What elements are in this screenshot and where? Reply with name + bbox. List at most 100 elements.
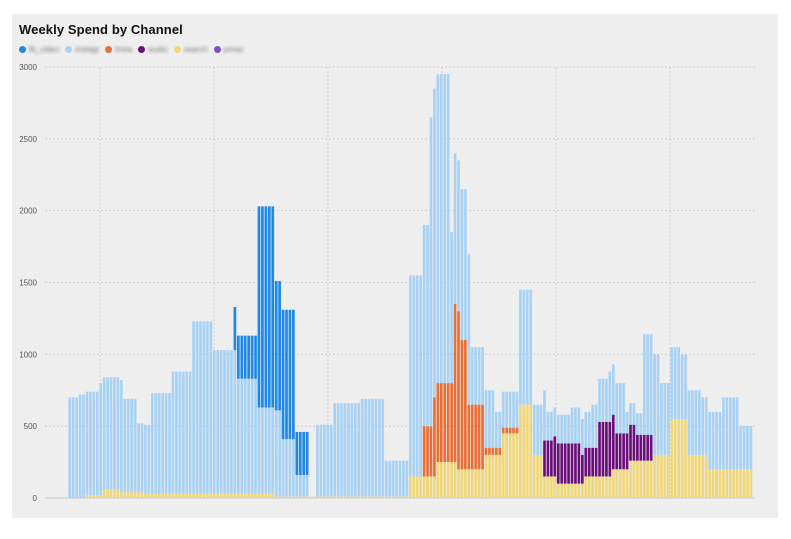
bar-linear[interactable] — [457, 311, 460, 470]
bar-instagram[interactable] — [694, 390, 698, 455]
bar-search[interactable] — [185, 493, 189, 498]
bar-linear[interactable] — [436, 383, 440, 463]
bar-instagram[interactable] — [746, 426, 749, 470]
bar-fb_video[interactable] — [305, 431, 309, 476]
bar-instagram[interactable] — [230, 350, 233, 494]
bar-search[interactable] — [175, 493, 178, 498]
bar-search[interactable] — [598, 476, 601, 498]
bar-search[interactable] — [367, 496, 371, 498]
bar-instagram[interactable] — [570, 407, 574, 444]
bar-search[interactable] — [333, 496, 336, 498]
bar-instagram[interactable] — [151, 393, 154, 494]
bar-search[interactable] — [209, 493, 213, 498]
bar-audio[interactable] — [646, 434, 650, 461]
bar-instagram[interactable] — [237, 378, 240, 494]
bar-instagram[interactable] — [192, 321, 195, 494]
bar-search[interactable] — [298, 496, 302, 498]
bar-search[interactable] — [556, 483, 560, 498]
bar-fb_video[interactable] — [298, 431, 302, 476]
bar-fb_video[interactable] — [247, 335, 250, 379]
bar-search[interactable] — [264, 493, 268, 498]
bar-search[interactable] — [594, 476, 598, 498]
bar-search[interactable] — [364, 496, 367, 498]
bar-search[interactable] — [302, 496, 306, 498]
bar-instagram[interactable] — [102, 377, 106, 490]
bar-instagram[interactable] — [522, 289, 526, 405]
bar-instagram[interactable] — [422, 225, 426, 427]
bar-search[interactable] — [240, 493, 244, 498]
bar-search[interactable] — [230, 493, 233, 498]
bar-audio[interactable] — [543, 440, 546, 477]
bar-instagram[interactable] — [288, 439, 292, 497]
bar-search[interactable] — [670, 418, 674, 498]
bar-audio[interactable] — [570, 443, 574, 484]
bar-search[interactable] — [522, 404, 526, 498]
bar-instagram[interactable] — [378, 398, 381, 497]
bar-search[interactable] — [271, 493, 275, 498]
bar-audio[interactable] — [625, 433, 629, 470]
bar-search[interactable] — [470, 469, 474, 498]
bar-search[interactable] — [161, 493, 164, 498]
bar-search[interactable] — [632, 460, 636, 498]
bar-instagram[interactable] — [728, 397, 732, 470]
bar-instagram[interactable] — [639, 413, 643, 435]
bar-search[interactable] — [140, 492, 144, 498]
bar-search[interactable] — [512, 433, 515, 498]
bar-search[interactable] — [147, 493, 151, 498]
bar-search[interactable] — [223, 493, 226, 498]
bar-instagram[interactable] — [278, 410, 281, 497]
bar-instagram[interactable] — [457, 160, 460, 312]
bar-linear[interactable] — [505, 427, 508, 434]
bar-instagram[interactable] — [261, 407, 264, 494]
bar-search[interactable] — [515, 433, 519, 498]
bar-search[interactable] — [474, 469, 478, 498]
bar-search[interactable] — [701, 454, 705, 498]
bar-search[interactable] — [680, 418, 684, 498]
bar-search[interactable] — [625, 469, 629, 498]
bar-instagram[interactable] — [323, 424, 326, 497]
bar-search[interactable] — [233, 493, 237, 498]
bar-fb_video[interactable] — [295, 431, 299, 476]
bar-instagram[interactable] — [625, 411, 629, 434]
bar-search[interactable] — [274, 496, 278, 498]
bar-instagram[interactable] — [491, 390, 495, 448]
bar-search[interactable] — [436, 462, 440, 498]
bar-fb_video[interactable] — [267, 206, 271, 408]
bar-instagram[interactable] — [697, 390, 701, 455]
bar-linear[interactable] — [484, 447, 488, 455]
bar-search[interactable] — [464, 469, 467, 498]
bar-audio[interactable] — [560, 443, 564, 484]
bar-instagram[interactable] — [467, 253, 471, 405]
bar-linear[interactable] — [477, 404, 481, 470]
bar-search[interactable] — [742, 469, 746, 498]
bar-search[interactable] — [746, 469, 749, 498]
bar-instagram[interactable] — [412, 275, 416, 477]
bar-instagram[interactable] — [367, 398, 371, 497]
bar-instagram[interactable] — [212, 350, 216, 494]
bar-search[interactable] — [285, 496, 288, 498]
bar-audio[interactable] — [608, 421, 612, 477]
bar-search[interactable] — [639, 460, 643, 498]
bar-fb_video[interactable] — [281, 309, 285, 440]
bar-audio[interactable] — [639, 434, 643, 461]
bar-search[interactable] — [247, 493, 250, 498]
bar-search[interactable] — [484, 454, 488, 498]
bar-instagram[interactable] — [646, 334, 650, 435]
bar-search[interactable] — [429, 476, 433, 498]
bar-search[interactable] — [281, 496, 285, 498]
bar-search[interactable] — [353, 496, 357, 498]
bar-instagram[interactable] — [333, 403, 336, 497]
bar-instagram[interactable] — [295, 475, 299, 497]
bar-instagram[interactable] — [577, 407, 581, 444]
bar-audio[interactable] — [601, 421, 605, 477]
bar-instagram[interactable] — [684, 354, 687, 419]
bar-instagram[interactable] — [216, 350, 220, 494]
bar-instagram[interactable] — [515, 391, 519, 428]
bar-search[interactable] — [151, 493, 154, 498]
bar-audio[interactable] — [567, 443, 570, 484]
bar-instagram[interactable] — [319, 424, 323, 497]
bar-audio[interactable] — [574, 443, 577, 484]
bar-search[interactable] — [357, 496, 361, 498]
bar-search[interactable] — [292, 496, 295, 498]
bar-fb_video[interactable] — [243, 335, 247, 379]
